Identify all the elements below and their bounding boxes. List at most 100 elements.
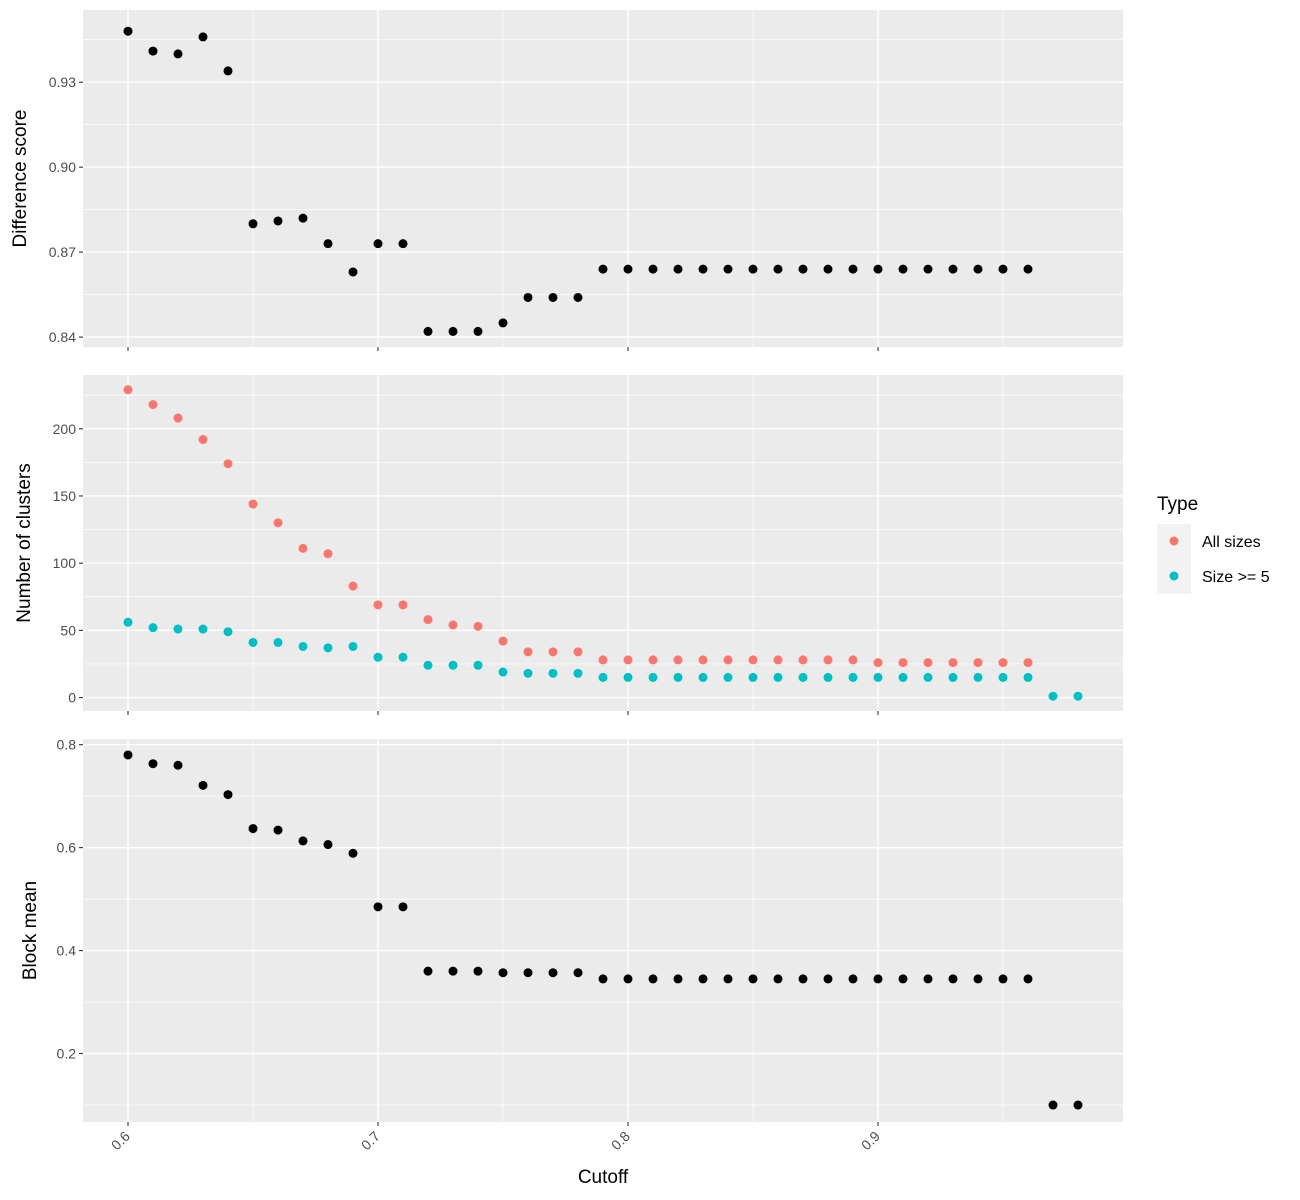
- data-point: [123, 617, 133, 627]
- data-point: [773, 264, 783, 274]
- data-point: [448, 966, 458, 976]
- data-point: [648, 655, 658, 665]
- legend-key-all-sizes: [1169, 536, 1179, 546]
- y-tick-label: 0.90: [49, 159, 76, 175]
- data-point: [698, 672, 708, 682]
- data-point: [373, 239, 383, 249]
- data-point: [873, 672, 883, 682]
- y-axis-title: Difference score: [10, 110, 31, 248]
- data-point: [248, 824, 258, 834]
- data-point: [923, 264, 933, 274]
- data-point: [1048, 1100, 1058, 1110]
- data-point: [198, 32, 208, 42]
- data-point: [298, 641, 308, 651]
- data-point: [148, 623, 158, 633]
- data-point: [398, 652, 408, 662]
- data-point: [748, 974, 758, 984]
- data-point: [473, 966, 483, 976]
- data-point: [148, 759, 158, 769]
- legend-key-size-ge-5: [1169, 571, 1179, 581]
- data-point: [923, 672, 933, 682]
- data-point: [248, 219, 258, 229]
- data-point: [898, 658, 908, 668]
- data-point: [423, 326, 433, 336]
- data-point: [823, 974, 833, 984]
- data-point: [498, 667, 508, 677]
- data-point: [973, 672, 983, 682]
- data-point: [448, 620, 458, 630]
- data-point: [448, 660, 458, 670]
- data-point: [948, 264, 958, 274]
- y-tick-label: 150: [53, 488, 77, 504]
- data-point: [323, 239, 333, 249]
- data-point: [223, 790, 233, 800]
- y-tick-label: 0.4: [57, 943, 77, 959]
- data-point: [648, 264, 658, 274]
- data-point: [248, 499, 258, 509]
- data-point: [823, 264, 833, 274]
- data-point: [198, 624, 208, 634]
- data-point: [973, 658, 983, 668]
- data-point: [148, 400, 158, 410]
- data-point: [898, 974, 908, 984]
- y-tick-label: 200: [53, 421, 77, 437]
- data-point: [1023, 974, 1033, 984]
- data-point: [173, 49, 183, 59]
- data-point: [573, 647, 583, 657]
- y-tick-label: 50: [60, 622, 76, 638]
- data-point: [998, 974, 1008, 984]
- data-point: [398, 600, 408, 610]
- data-point: [373, 652, 383, 662]
- data-point: [498, 318, 508, 328]
- panel-background: [83, 739, 1123, 1122]
- data-point: [323, 840, 333, 850]
- data-point: [773, 672, 783, 682]
- legend: Type All sizes Size >= 5: [1157, 494, 1270, 594]
- data-point: [973, 974, 983, 984]
- data-point: [1073, 691, 1083, 701]
- data-point: [398, 902, 408, 912]
- data-point: [673, 672, 683, 682]
- data-point: [123, 26, 133, 36]
- data-point: [573, 292, 583, 302]
- data-point: [1073, 1100, 1083, 1110]
- y-tick-label: 0: [68, 690, 76, 706]
- data-point: [173, 760, 183, 770]
- data-point: [773, 655, 783, 665]
- data-point: [573, 668, 583, 678]
- data-point: [248, 637, 258, 647]
- data-point: [298, 836, 308, 846]
- data-point: [373, 600, 383, 610]
- data-point: [848, 672, 858, 682]
- data-point: [123, 385, 133, 395]
- data-point: [473, 326, 483, 336]
- data-point: [948, 672, 958, 682]
- data-point: [723, 655, 733, 665]
- data-point: [698, 655, 708, 665]
- panel-2: 0 50 100 150 200 Number of clusters: [14, 375, 1123, 715]
- data-point: [598, 974, 608, 984]
- data-point: [798, 264, 808, 274]
- data-point: [598, 264, 608, 274]
- data-point: [623, 974, 633, 984]
- data-point: [423, 966, 433, 976]
- data-point: [148, 46, 158, 56]
- data-point: [498, 636, 508, 646]
- data-point: [748, 672, 758, 682]
- legend-label-all-sizes: All sizes: [1202, 534, 1261, 551]
- data-point: [973, 264, 983, 274]
- series-2: [123, 617, 1083, 701]
- data-point: [598, 655, 608, 665]
- data-point: [823, 672, 833, 682]
- series-1: [123, 750, 1083, 1110]
- data-point: [873, 264, 883, 274]
- x-axis-title: Cutoff: [578, 1167, 629, 1188]
- data-point: [623, 672, 633, 682]
- data-point: [323, 549, 333, 559]
- data-point: [173, 413, 183, 423]
- series-1: [123, 385, 1033, 668]
- data-point: [523, 647, 533, 657]
- data-point: [998, 658, 1008, 668]
- data-point: [173, 624, 183, 634]
